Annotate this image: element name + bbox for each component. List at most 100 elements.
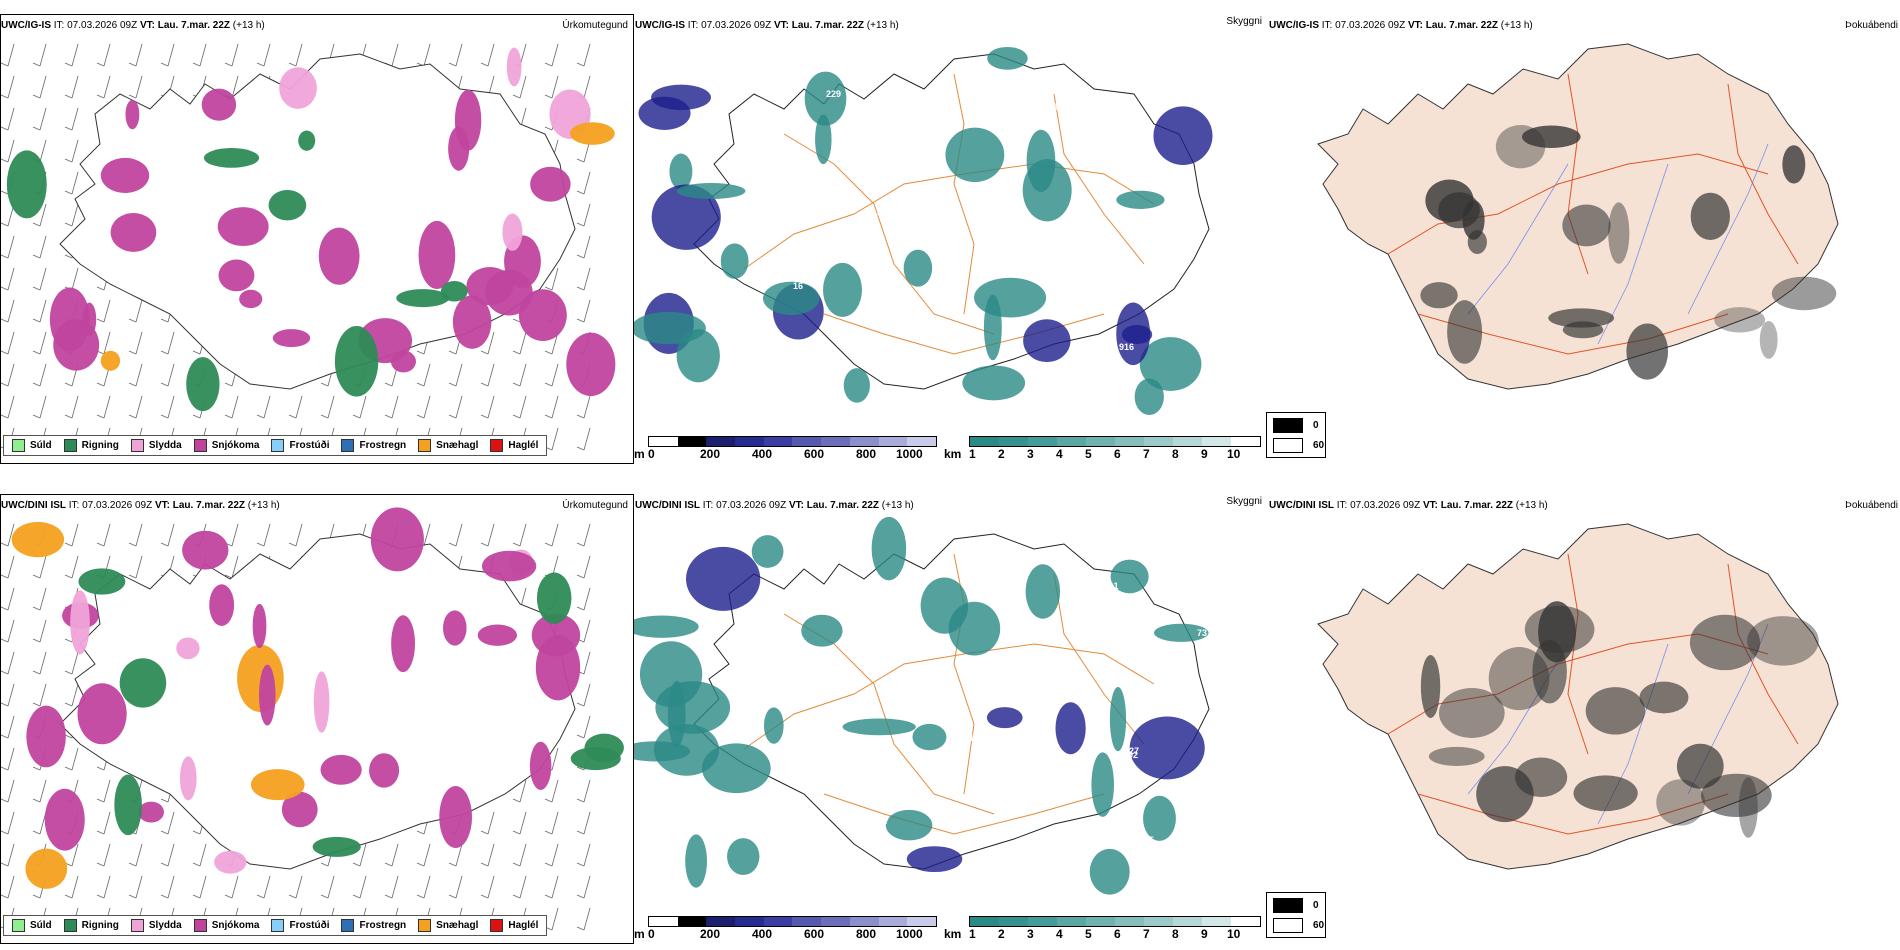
height-unit: m [634, 927, 645, 941]
precip-cell [518, 289, 567, 342]
wind-barb [71, 267, 79, 291]
wind-barb-flag [544, 894, 553, 899]
cloud-cell [634, 615, 699, 638]
wind-barb-flag [544, 94, 553, 99]
fog-cell [1676, 743, 1724, 789]
wind-barb-flag [512, 830, 521, 835]
precip-cell [26, 705, 66, 768]
cloud-cell [685, 834, 708, 888]
visibility-tick: 7 [1143, 927, 1150, 941]
wind-barb-flag [128, 350, 137, 355]
visibility-tick: 10 [1227, 927, 1241, 941]
height-tick: 400 [752, 927, 773, 941]
wind-barb [71, 555, 79, 579]
wind-barb-flag [0, 158, 9, 163]
cloud-cell [920, 577, 969, 634]
wind-barb [583, 427, 591, 451]
fog-height-label: 52 [1104, 589, 1115, 599]
wind-barb-flag [64, 94, 73, 99]
wind-barb [7, 619, 15, 643]
wind-barb-flag [544, 414, 553, 419]
precip-cell [536, 572, 572, 624]
wind-barb [7, 843, 15, 867]
height-tick: 800 [856, 447, 877, 461]
precip-cell [179, 756, 197, 801]
wind-barb-flag [0, 62, 9, 67]
wind-barb [71, 75, 79, 99]
wind-barb-flag [0, 862, 9, 867]
wind-barb-flag [224, 574, 233, 579]
wind-barb [327, 875, 335, 899]
fog-height-label: 189 [748, 175, 764, 185]
precip-cell [502, 213, 523, 251]
wind-barb-flag [128, 894, 137, 899]
wind-barb-flag [0, 318, 9, 323]
precip-type-panel-bottom: UWC/DINI ISL IT: 07.03.2026 09Z VT: Lau.… [0, 494, 634, 944]
fog-height-label: 340 [800, 119, 816, 129]
wind-barb-flag [512, 894, 521, 899]
fog-cell [1562, 204, 1611, 247]
wind-barb [519, 811, 527, 835]
wind-barb-flag [288, 894, 297, 899]
fog-cell [1759, 320, 1778, 359]
wind-barb [167, 331, 175, 355]
wind-barb-flag [576, 926, 585, 931]
fog-cell [1420, 282, 1458, 309]
wind-barb-flag [64, 702, 73, 707]
wind-barb-flag [160, 542, 169, 547]
precip-cell [186, 357, 220, 412]
wind-barb [135, 75, 143, 99]
wind-barb-flag [576, 766, 585, 771]
cloud-cell [842, 718, 916, 736]
wind-barb-flag [288, 414, 297, 419]
wind-barb [71, 139, 79, 163]
wind-barb-flag [416, 830, 425, 835]
precip-cell [452, 295, 492, 349]
precip-cell [250, 769, 305, 801]
wind-barb [551, 747, 559, 771]
wind-barb-flag [576, 862, 585, 867]
fog-height-label: 92 [1128, 750, 1139, 760]
precip-type-panel-top: UWC/IG-IS IT: 07.03.2026 09Z VT: Lau. 7.… [0, 14, 634, 464]
wind-barb [583, 267, 591, 291]
precip-cell [25, 848, 68, 889]
wind-barb [7, 331, 15, 355]
precip-cell [396, 289, 450, 308]
wind-barb [487, 875, 495, 899]
visibility-tick: 7 [1143, 447, 1150, 461]
wind-barb [551, 843, 559, 867]
fog-height-label: 757 [876, 207, 892, 217]
cloud-cell [974, 277, 1047, 318]
cloud-cell [983, 294, 1002, 361]
wind-barb-flag [0, 286, 9, 291]
wind-barb-flag [32, 702, 41, 707]
wind-barb-flag [384, 414, 393, 419]
wind-barb-flag [128, 542, 137, 547]
wind-barb-flag [64, 766, 73, 771]
wind-barb-flag [96, 286, 105, 291]
wind-barb-flag [64, 382, 73, 387]
wind-barb [263, 43, 271, 67]
wind-barb-flag [288, 62, 297, 67]
precip-cell [119, 658, 167, 708]
wind-barb [71, 875, 79, 899]
wind-barb [583, 651, 591, 675]
wind-barb-flag [0, 542, 9, 547]
wind-barb-flag [32, 894, 41, 899]
wind-barb [583, 523, 591, 547]
wind-barb-flag [96, 862, 105, 867]
wind-barb [199, 43, 207, 67]
wind-barb [487, 43, 495, 67]
wind-barb [263, 875, 271, 899]
cloud-cell [1055, 702, 1086, 755]
wind-barb [583, 683, 591, 707]
precip-cell [6, 150, 47, 219]
wind-barb [551, 907, 559, 931]
wind-barb-flag [128, 62, 137, 67]
wind-barb-flag [0, 798, 9, 803]
wind-barb [103, 843, 111, 867]
wind-barb-flag [0, 894, 9, 899]
height-tick: 1000 [896, 927, 923, 941]
wind-barb-flag [256, 894, 265, 899]
fog-cell [1420, 654, 1441, 719]
